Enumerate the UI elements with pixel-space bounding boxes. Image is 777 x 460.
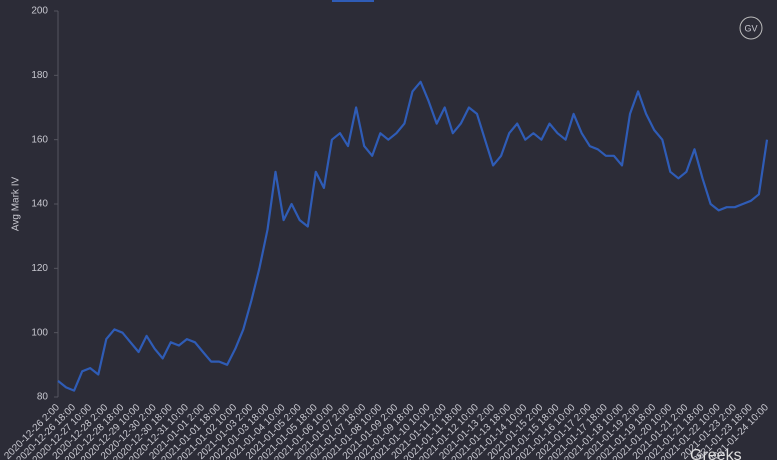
legend-swatch [332, 0, 374, 2]
y-tick-label: 200 [31, 6, 48, 17]
watermark: GV [744, 23, 757, 33]
y-tick-label: 120 [31, 263, 48, 274]
y-tick-label: 80 [37, 392, 49, 403]
y-tick-label: 180 [31, 70, 48, 81]
y-tick-label: 160 [31, 134, 48, 145]
watermark-badge [739, 16, 763, 40]
watermark: Greeks [690, 447, 742, 460]
y-tick-label: 100 [31, 327, 48, 338]
series-line [57, 80, 769, 392]
y-tick-label: 140 [31, 199, 48, 210]
y-axis-label: Avg Mark IV [11, 177, 22, 232]
